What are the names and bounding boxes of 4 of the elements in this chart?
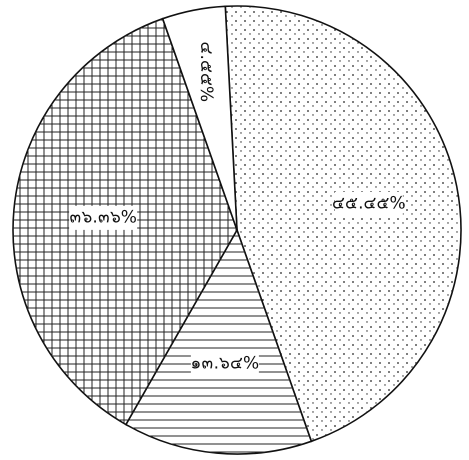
data-label: ๔๕.๔๕% bbox=[332, 194, 406, 214]
data-label: ๔.๕๕% bbox=[196, 42, 216, 102]
data-label: ๓๖.๓๖% bbox=[69, 208, 137, 228]
data-label: ๑๓.๖๔% bbox=[190, 353, 260, 374]
